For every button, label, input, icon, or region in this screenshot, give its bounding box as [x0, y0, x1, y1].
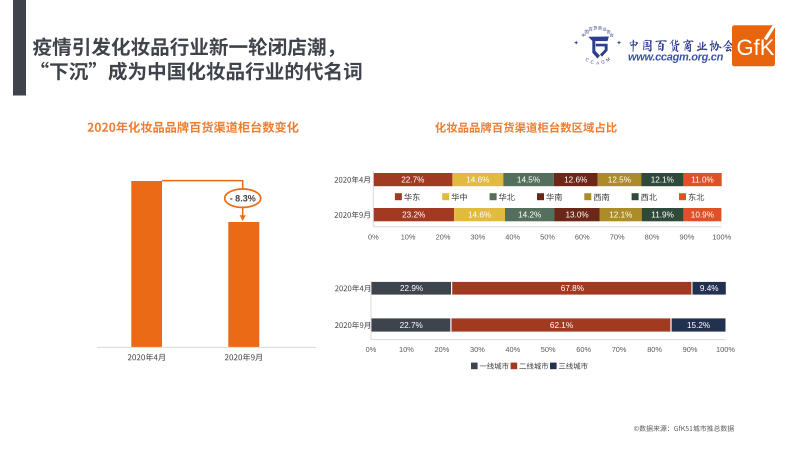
svg-text:22.7%: 22.7% [400, 321, 423, 330]
svg-text:0%: 0% [366, 345, 377, 354]
svg-text:14.6%: 14.6% [466, 176, 489, 185]
svg-text:14.5%: 14.5% [517, 176, 540, 185]
svg-text:0%: 0% [368, 232, 379, 241]
svg-text:15.2%: 15.2% [687, 321, 710, 330]
svg-text:13.0%: 13.0% [565, 211, 588, 220]
svg-text:12.1%: 12.1% [609, 211, 632, 220]
svg-text:www.ccagm.org.cn: www.ccagm.org.cn [628, 52, 724, 64]
svg-text:100%: 100% [712, 232, 731, 241]
svg-text:11.0%: 11.0% [691, 176, 714, 185]
svg-text:12.6%: 12.6% [564, 176, 587, 185]
svg-text:14.6%: 14.6% [468, 211, 491, 220]
svg-text:90%: 90% [683, 345, 698, 354]
svg-text:40%: 40% [505, 232, 520, 241]
svg-text:70%: 70% [610, 232, 625, 241]
svg-text:14.2%: 14.2% [518, 211, 541, 220]
svg-text:10%: 10% [401, 232, 416, 241]
svg-text:62.1%: 62.1% [550, 321, 573, 330]
svg-text:70%: 70% [612, 345, 627, 354]
svg-text:22.7%: 22.7% [401, 176, 424, 185]
svg-text:10.9%: 10.9% [691, 211, 714, 220]
svg-text:23.2%: 23.2% [402, 211, 425, 220]
svg-text:20%: 20% [435, 345, 450, 354]
svg-text:67.8%: 67.8% [561, 284, 584, 293]
svg-text:C: C [590, 59, 595, 65]
svg-text:C: C [584, 57, 590, 63]
svg-text:12.1%: 12.1% [651, 176, 674, 185]
svg-text:- 8.3%: - 8.3% [230, 194, 256, 204]
svg-text:GfK: GfK [737, 35, 775, 60]
svg-text:30%: 30% [470, 232, 485, 241]
svg-text:90%: 90% [680, 232, 695, 241]
svg-text:60%: 60% [576, 345, 591, 354]
svg-text:60%: 60% [575, 232, 590, 241]
svg-text:12.5%: 12.5% [608, 176, 631, 185]
svg-text:80%: 80% [645, 232, 660, 241]
svg-text:20%: 20% [436, 232, 451, 241]
svg-text:50%: 50% [540, 232, 555, 241]
svg-text:100%: 100% [716, 345, 735, 354]
svg-text:40%: 40% [505, 345, 520, 354]
svg-text:80%: 80% [647, 345, 662, 354]
svg-text:50%: 50% [541, 345, 556, 354]
svg-text:11.9%: 11.9% [651, 211, 674, 220]
svg-text:10%: 10% [399, 345, 414, 354]
svg-text:9.4%: 9.4% [700, 284, 719, 293]
svg-text:G: G [601, 59, 606, 65]
svg-text:22.9%: 22.9% [400, 284, 423, 293]
svg-text:M: M [605, 56, 611, 62]
svg-text:30%: 30% [470, 345, 485, 354]
svg-text:A: A [596, 60, 600, 65]
